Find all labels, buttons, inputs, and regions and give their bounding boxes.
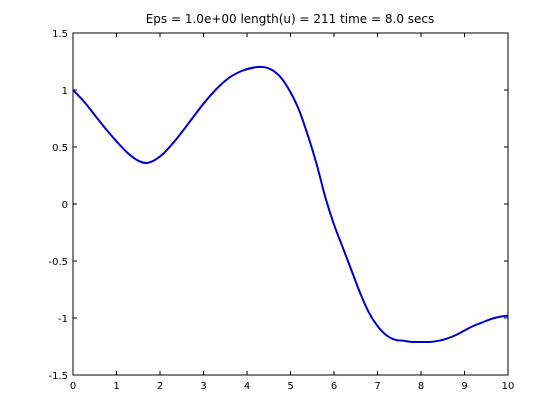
y-tick-label: -1.5: [48, 371, 68, 382]
y-tick-label: 0.5: [52, 143, 68, 154]
y-tick-label: -1: [58, 314, 68, 325]
x-tick-label: 9: [461, 381, 467, 392]
axis-tick-labels: 0 1 2 3 4 5 6 7 8 9 10 -1.5 -1 -0.5 0 0.5 1 1.5: [48, 29, 514, 392]
y-tick-label: 0: [62, 200, 68, 211]
x-tick-label: 4: [244, 381, 250, 392]
x-tick-label: 0: [70, 381, 76, 392]
axis-ticks: [72, 32, 509, 376]
plot-area: [72, 32, 509, 376]
series-line: [72, 65, 509, 344]
x-tick-label: 5: [287, 381, 293, 392]
y-tick-label: -0.5: [48, 257, 68, 268]
x-tick-label: 3: [200, 381, 206, 392]
x-tick-label: 2: [157, 381, 163, 392]
chart-title: Eps = 1.0e+00 length(u) = 211 time = 8.0…: [146, 12, 435, 26]
y-tick-label: 1.5: [52, 29, 68, 40]
x-tick-label: 8: [418, 381, 424, 392]
x-tick-label: 10: [502, 381, 515, 392]
y-tick-label: 1: [62, 86, 68, 97]
x-tick-label: 6: [331, 381, 337, 392]
x-tick-label: 7: [374, 381, 380, 392]
x-tick-label: 1: [113, 381, 119, 392]
